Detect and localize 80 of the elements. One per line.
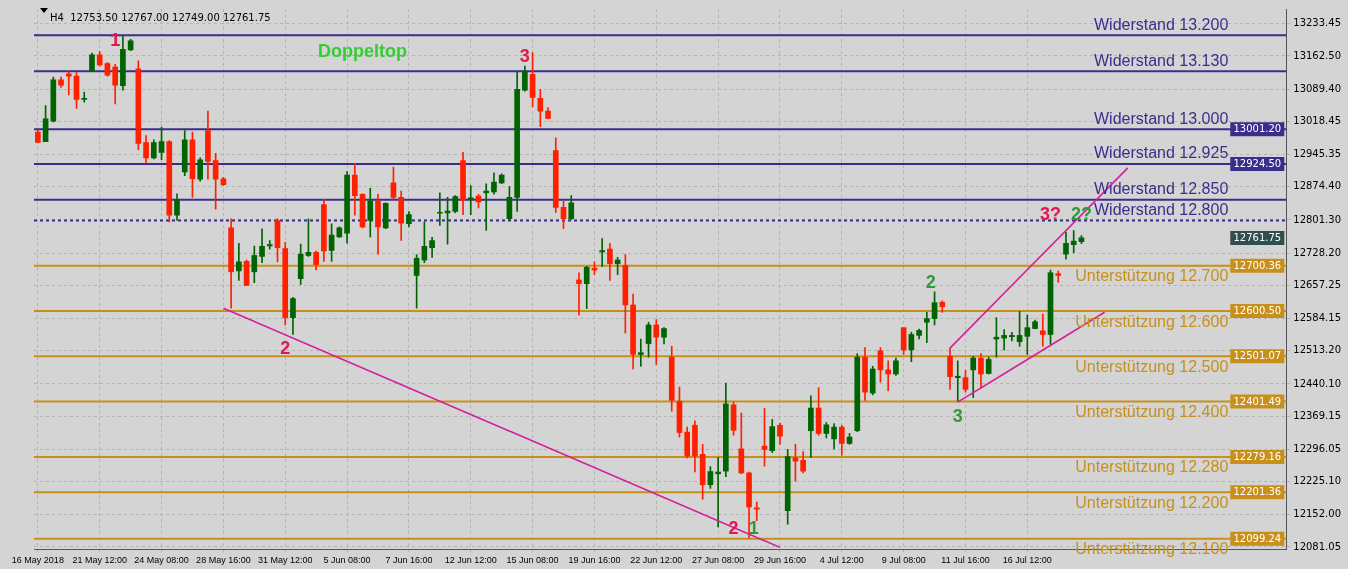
annotation: H4 12753.50 12767.00 12749.00 12761.75: [50, 11, 271, 23]
annotation: 12201.36: [1233, 486, 1282, 498]
y-tick-label: 12945.35: [1293, 148, 1341, 160]
x-tick-label: 19 Jun 16:00: [568, 555, 621, 566]
candlestick: [236, 242, 242, 281]
candlestick: [599, 238, 605, 267]
ref-line-label: Widerstand 12.925: [1093, 144, 1229, 162]
y-tick-label: 12513.20: [1293, 344, 1341, 356]
x-tick-label: 11 Jul 16:00: [941, 555, 990, 566]
annotation: 12761.75: [1233, 231, 1282, 243]
annotation: 12501.07: [1233, 350, 1282, 362]
x-tick-label: 5 Jun 08:00: [323, 555, 371, 566]
x-tick-label: 4 Jul 12:00: [819, 555, 864, 566]
y-tick-label: 12225.10: [1293, 475, 1341, 487]
ref-line-label: Widerstand 13.200: [1093, 15, 1229, 33]
x-tick-label: 16 May 2018: [11, 555, 64, 566]
x-tick-label: 21 May 12:00: [72, 555, 127, 566]
ref-line-label: Unterstützung 12.700: [1075, 267, 1229, 285]
x-tick-label: 12 Jun 12:00: [444, 555, 497, 566]
y-tick-label: 12152.00: [1293, 508, 1341, 520]
annotation: 12700.36: [1233, 259, 1282, 271]
annotation: 2: [925, 272, 936, 293]
y-tick-label: 12584.15: [1293, 312, 1341, 324]
candlestick: [924, 311, 930, 343]
ref-line-label: Unterstützung 12.500: [1075, 357, 1229, 375]
candlestick: [1055, 270, 1062, 283]
y-tick-label: 13162.50: [1293, 49, 1341, 61]
candlestick: [1009, 331, 1015, 342]
annotation: 1: [110, 30, 121, 51]
annotation: 12600.50: [1233, 305, 1282, 317]
annotation: 12924.50: [1233, 158, 1282, 170]
annotation: 12099.24: [1233, 532, 1282, 544]
ref-line-label: Widerstand 12.800: [1093, 200, 1229, 218]
candlestick: [437, 192, 443, 226]
candlestick: [753, 501, 760, 521]
candlestick: [576, 272, 582, 316]
y-tick-label: 12081.05: [1293, 540, 1341, 552]
y-tick-label: 13018.45: [1293, 114, 1341, 126]
x-tick-label: 24 May 08:00: [134, 555, 189, 566]
candlestick: [1024, 314, 1031, 355]
ref-line-label: Widerstand 13.000: [1093, 109, 1229, 127]
y-tick-label: 13233.45: [1293, 17, 1341, 29]
x-tick-label: 9 Jul 08:00: [881, 555, 926, 566]
y-tick-label: 12801.30: [1293, 213, 1341, 225]
ref-line-label: Unterstützung 12.400: [1075, 402, 1229, 420]
x-tick-label: 15 Jun 08:00: [506, 555, 559, 566]
annotation: 12401.49: [1233, 395, 1282, 407]
y-tick-label: 12728.20: [1293, 246, 1341, 258]
y-tick-label: 12369.15: [1293, 409, 1341, 421]
candlestick: [65, 71, 72, 96]
candlestick: [1039, 313, 1046, 347]
annotation: 1: [748, 517, 759, 538]
candlestick: [637, 338, 644, 367]
x-tick-label: 29 Jun 16:00: [753, 555, 806, 566]
candlestick: [954, 360, 961, 402]
candlestick: [467, 185, 474, 215]
x-tick-label: 28 May 16:00: [196, 555, 251, 566]
candlestick: [266, 240, 273, 250]
y-tick-label: 12874.40: [1293, 180, 1341, 192]
ref-line-label: Widerstand 13.130: [1093, 51, 1229, 69]
x-tick-label: 16 Jul 12:00: [1002, 555, 1052, 566]
x-tick-label: 7 Jun 16:00: [385, 555, 433, 566]
annotation: 3: [952, 405, 963, 426]
ref-line-label: Unterstützung 12.280: [1075, 458, 1229, 476]
y-tick-label: 12657.25: [1293, 278, 1341, 290]
y-tick-label: 12440.10: [1293, 377, 1341, 389]
annotation: 12279.16: [1233, 451, 1282, 463]
candlestick: [1001, 329, 1007, 351]
annotation: 3?: [1040, 203, 1062, 224]
y-tick-label: 12296.05: [1293, 442, 1341, 454]
annotation: Doppeltop: [318, 41, 408, 62]
y-tick-label: 13089.40: [1293, 82, 1341, 94]
annotation: 2: [280, 337, 291, 358]
x-tick-label: 31 May 12:00: [257, 555, 313, 566]
annotation: 3: [519, 46, 530, 67]
ref-line-label: Unterstützung 12.200: [1075, 493, 1229, 511]
candlestick: [1070, 230, 1077, 254]
x-tick-label: 22 Jun 12:00: [630, 555, 683, 566]
annotation: 13001.20: [1233, 123, 1282, 135]
x-tick-label: 27 Jun 08:00: [692, 555, 745, 566]
